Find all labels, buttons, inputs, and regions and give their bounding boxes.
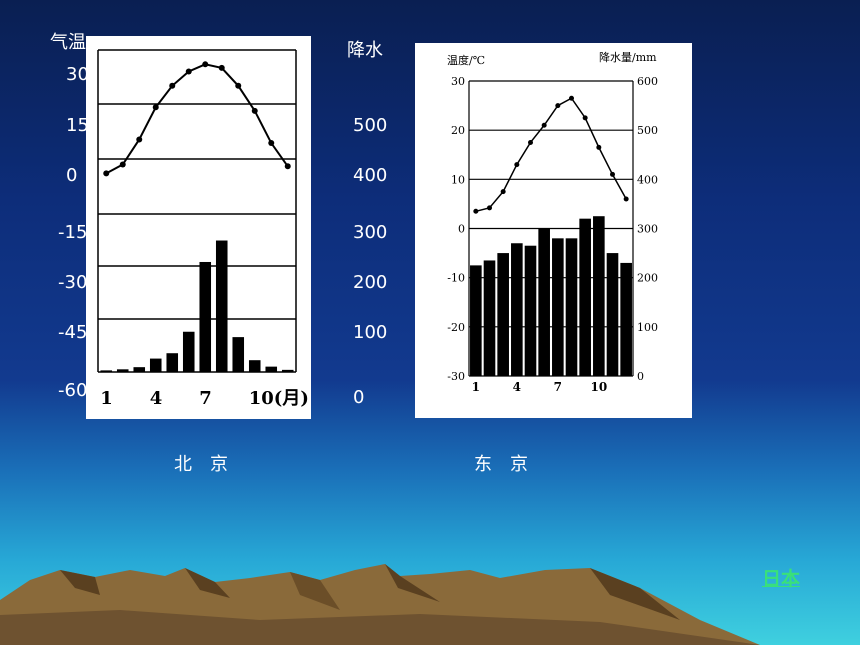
- precip-bar: [116, 369, 129, 372]
- temp-point: [582, 115, 588, 121]
- x-tick-label: 4: [150, 388, 163, 409]
- left-axis-tick: 0: [66, 165, 78, 186]
- temp-tick-label: 0: [458, 223, 465, 236]
- x-tick-label: 10: [590, 380, 607, 394]
- temp-point: [136, 136, 143, 143]
- temp-point: [218, 64, 225, 71]
- beijing-caption: 北 京: [174, 454, 228, 475]
- precip-bar: [497, 253, 509, 376]
- temp-point: [251, 107, 258, 114]
- temp-point: [103, 170, 110, 177]
- precip-tick-label: 400: [637, 173, 658, 186]
- precip-bar: [606, 253, 619, 376]
- precip-bar: [565, 238, 578, 376]
- precip-tick-label: 300: [637, 223, 658, 236]
- temp-point: [185, 68, 192, 75]
- temp-line: [105, 63, 289, 175]
- x-tick-label: 7: [554, 380, 562, 394]
- middle-axis-tick: 400: [353, 165, 388, 186]
- precip-tick-label: 600: [637, 75, 658, 88]
- x-tick-label: 7: [199, 388, 212, 409]
- temp-point: [541, 122, 547, 128]
- japan-link[interactable]: 日本: [762, 568, 801, 590]
- temp-point: [514, 162, 520, 168]
- precip-bar: [593, 216, 605, 376]
- middle-axis-tick: 300: [353, 222, 388, 243]
- temp-axis-title: 温度/℃: [447, 53, 485, 67]
- precip-bar: [524, 245, 537, 376]
- temp-point: [596, 144, 602, 150]
- precip-bar: [215, 240, 228, 372]
- precip-bar: [552, 238, 564, 376]
- middle-axis-tick: 200: [353, 272, 388, 293]
- beijing-chart-panel: 1 4 7 10(月): [86, 36, 311, 419]
- precip-bar: [182, 331, 195, 372]
- precip-bar: [620, 262, 632, 376]
- precip-bar: [166, 353, 179, 372]
- precip-bar: [538, 228, 550, 376]
- temp-tick-label: -20: [447, 321, 465, 334]
- middle-axis-title: 降水: [347, 40, 383, 61]
- precip-tick-label: 200: [637, 272, 658, 285]
- precip-bar: [511, 243, 523, 376]
- x-tick-label: 1: [472, 380, 480, 394]
- temp-point: [202, 61, 209, 68]
- middle-axis-tick: 100: [353, 322, 388, 343]
- temp-tick-label: 20: [451, 124, 465, 137]
- temp-point: [235, 82, 242, 89]
- temp-point: [268, 140, 275, 147]
- tokyo-caption: 东 京: [474, 454, 528, 475]
- temp-point: [284, 163, 291, 170]
- precip-bar: [248, 360, 261, 372]
- x-tick-label: 10(月): [249, 388, 309, 409]
- precip-bar: [483, 260, 496, 376]
- precip-bar: [149, 358, 162, 372]
- precip-bar: [232, 337, 245, 372]
- temp-point: [169, 82, 176, 89]
- temp-tick-label: -10: [447, 272, 465, 285]
- left-axis-tick: -15: [58, 222, 88, 243]
- x-tick-label: 4: [513, 380, 521, 394]
- mountain-landscape: [0, 564, 760, 645]
- temp-point: [623, 196, 629, 202]
- precip-bar: [199, 261, 212, 372]
- precip-bar: [579, 218, 591, 376]
- temp-tick-label: 10: [451, 173, 465, 186]
- precip-bar: [100, 370, 113, 372]
- middle-axis-tick: 500: [353, 115, 388, 136]
- temp-point: [487, 205, 492, 211]
- tokyo-chart-panel: 温度/℃ 降水量/mm 30 600 20 500 10 400 0 300 -10 200 -20 10…: [415, 43, 692, 418]
- precip-tick-label: 100: [637, 321, 658, 334]
- left-axis-tick: -45: [58, 322, 88, 343]
- precip-bar: [281, 369, 294, 372]
- left-axis-tick: 30: [66, 64, 89, 85]
- temp-point: [119, 161, 126, 168]
- left-axis-title: 气温: [50, 32, 86, 53]
- x-tick-label: 1: [100, 388, 113, 409]
- temp-point: [500, 189, 506, 195]
- temp-point: [473, 208, 479, 214]
- precip-axis-title: 降水量/mm: [599, 50, 657, 64]
- left-axis-tick: -60: [58, 380, 88, 401]
- precip-bar: [133, 367, 146, 372]
- temp-point: [528, 139, 533, 145]
- middle-axis-tick: 0: [353, 387, 365, 408]
- temp-tick-label: -30: [447, 370, 465, 383]
- temp-point: [569, 95, 574, 101]
- temp-point: [610, 171, 615, 177]
- precip-tick-label: 500: [637, 124, 658, 137]
- beijing-climate-chart: 1 4 7 10(月): [97, 49, 309, 409]
- temp-point: [152, 104, 159, 111]
- temp-line: [475, 97, 627, 213]
- left-axis-tick: 15: [66, 115, 89, 136]
- precip-bar: [470, 265, 482, 376]
- temp-tick-label: 30: [451, 75, 465, 88]
- left-axis-tick: -30: [58, 272, 88, 293]
- temp-point: [555, 103, 561, 109]
- precip-tick-label: 0: [637, 370, 644, 383]
- precip-bar: [265, 366, 278, 372]
